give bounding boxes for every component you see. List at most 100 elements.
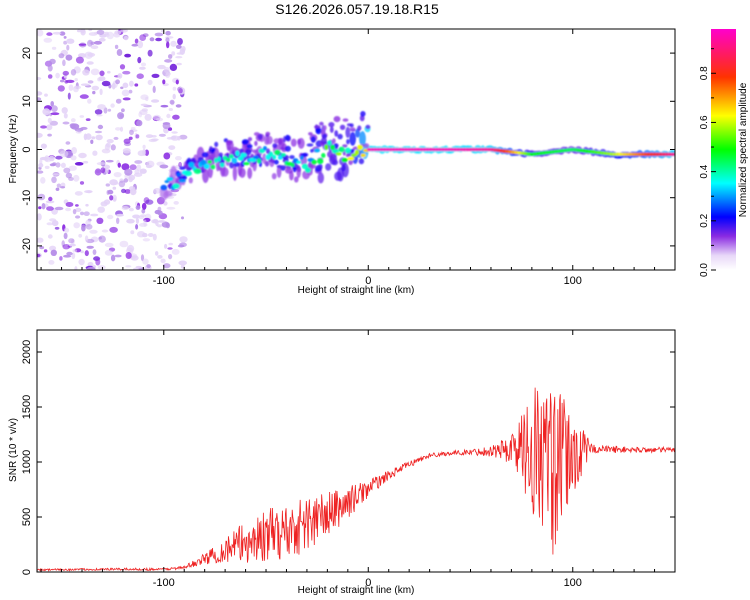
spectrogram-core-blob xyxy=(243,162,250,166)
spectrogram-plume-blob xyxy=(286,166,291,172)
spectrogram-noise-blob xyxy=(159,164,169,169)
spectrogram-noise-blob xyxy=(104,249,113,256)
spectrogram-noise-blob xyxy=(84,250,89,257)
spectrogram-noise-blob xyxy=(70,123,80,130)
spectrogram-y-label: Frequency (Hz) xyxy=(8,115,19,184)
spectrogram-noise-blob xyxy=(163,66,170,74)
spectrogram-noise-blob xyxy=(79,115,85,118)
spectrogram-noise-blob xyxy=(124,189,131,194)
spectrogram-plume-blob xyxy=(308,132,313,136)
snr-frame xyxy=(36,329,676,573)
spectrogram-noise-blob xyxy=(52,173,60,176)
spectrogram-core-blob xyxy=(176,172,182,177)
spectrogram-plume-blob xyxy=(346,139,350,145)
spectrogram-y-tick-label: 0 xyxy=(21,146,33,152)
spectrogram-noise-blob xyxy=(80,211,84,216)
spectrogram-noise-blob xyxy=(169,63,178,71)
spectrogram-noise-blob xyxy=(110,144,116,151)
spectrogram-noise-blob xyxy=(87,98,92,104)
spectrogram-noise-blob xyxy=(92,150,98,156)
spectrogram-plume-blob xyxy=(182,175,187,180)
spectrogram-core-blob xyxy=(335,152,342,156)
spectrogram-core-blob xyxy=(160,184,168,191)
spectrogram-noise-blob xyxy=(145,134,154,139)
spectrogram-plume-blob xyxy=(284,145,291,152)
spectrogram-plume-blob xyxy=(328,122,335,128)
spectrogram-plume-blob xyxy=(339,124,346,130)
spectrogram-noise-blob xyxy=(137,40,144,49)
spectrogram-noise-blob xyxy=(155,37,163,42)
spectrogram-core-blob xyxy=(214,157,218,164)
spectrogram-noise-blob xyxy=(178,161,183,168)
spectrogram-core-blob xyxy=(331,149,340,154)
spectrogram-plume-blob xyxy=(201,152,209,158)
spectrogram-plume-blob xyxy=(334,130,339,137)
spectrogram-core-blob xyxy=(178,179,186,183)
spectrogram-core-blob xyxy=(314,148,321,153)
spectrogram-noise-blob xyxy=(160,104,169,108)
spectrogram-noise-blob xyxy=(119,64,126,70)
spectrogram-noise-blob xyxy=(179,236,188,243)
spectrogram-noise-blob xyxy=(79,181,85,185)
spectrogram-plume-blob xyxy=(363,143,370,148)
spectrogram-noise-blob xyxy=(63,227,70,233)
spectrogram-noise-blob xyxy=(164,243,168,249)
spectrogram-core-blob xyxy=(263,146,267,151)
spectrogram-noise-blob xyxy=(85,118,91,121)
spectrogram-noise-blob xyxy=(151,138,159,141)
spectrogram-noise-blob xyxy=(74,266,78,270)
spectrogram-noise-blob xyxy=(70,155,77,161)
spectrogram-noise-blob xyxy=(123,178,129,183)
spectrogram-noise-blob xyxy=(66,38,75,44)
spectrogram-noise-blob xyxy=(97,265,106,270)
spectrogram-plume-blob xyxy=(231,146,238,151)
spectrogram-core-blob xyxy=(347,156,355,161)
spectrogram-noise-blob xyxy=(120,86,124,90)
spectrogram-noise-blob xyxy=(122,82,129,89)
spectrogram-noise-blob xyxy=(152,85,156,93)
snr-y-tick-label: 1000 xyxy=(21,450,33,474)
spectrogram-plume-blob xyxy=(229,161,235,169)
snr-y-ticks: 0 500 1000 1500 2000 xyxy=(21,340,675,575)
spectrogram-noise-blob xyxy=(122,70,131,75)
spectrogram-plume-blob xyxy=(240,160,245,167)
spectrogram-noise-blob xyxy=(135,217,139,224)
spectrogram-plume-blob xyxy=(342,118,349,122)
spectrogram-noise-blob xyxy=(103,199,111,205)
spectrogram-noise-blob xyxy=(63,232,68,240)
spectrogram-core-blob xyxy=(357,144,363,151)
spectrogram-noise-blob xyxy=(38,162,44,168)
spectrogram-noise-blob xyxy=(162,263,171,269)
spectrogram-noise-blob xyxy=(104,242,114,248)
snr-y-tick-label: 500 xyxy=(21,508,33,526)
spectrogram-plume-blob xyxy=(264,161,270,167)
spectrogram-noise-blob xyxy=(39,156,49,161)
spectrogram-noise-blob xyxy=(117,73,123,79)
spectrogram-noise-blob xyxy=(130,255,139,261)
spectrogram-plume-blob xyxy=(349,123,354,128)
spectrogram-core-blob xyxy=(166,177,174,182)
spectrogram-x-tick-label: 0 xyxy=(365,275,371,287)
spectrogram-noise-blob xyxy=(83,160,89,164)
spectrogram-noise-blob xyxy=(149,37,155,42)
spectrogram-noise-blob xyxy=(145,164,153,169)
spectrogram-noise-blob xyxy=(51,46,57,50)
spectrogram-plume-blob xyxy=(342,144,348,148)
spectrogram-noise-blob xyxy=(107,108,112,112)
spectrogram-noise-blob xyxy=(157,224,162,228)
spectrogram-noise-blob xyxy=(140,62,147,67)
spectrogram-plume-blob xyxy=(285,134,291,141)
spectrogram-noise-blob xyxy=(175,79,179,85)
spectrogram-halo-blob xyxy=(232,165,238,181)
spectrogram-noise-blob xyxy=(62,59,66,67)
spectrogram-plume-blob xyxy=(341,164,346,172)
colorbar-tick-label: 0.8 xyxy=(699,66,710,80)
spectrogram-noise-blob xyxy=(145,199,154,205)
spectrogram-noise-blob xyxy=(169,99,175,105)
spectrogram-noise-blob xyxy=(58,53,65,59)
spectrogram-noise-blob xyxy=(130,230,135,235)
spectrogram-plume-blob xyxy=(320,129,326,135)
spectrogram-noise-blob xyxy=(50,112,60,116)
spectrogram-noise-blob xyxy=(181,216,184,220)
spectrogram-noise-blob xyxy=(114,254,122,258)
